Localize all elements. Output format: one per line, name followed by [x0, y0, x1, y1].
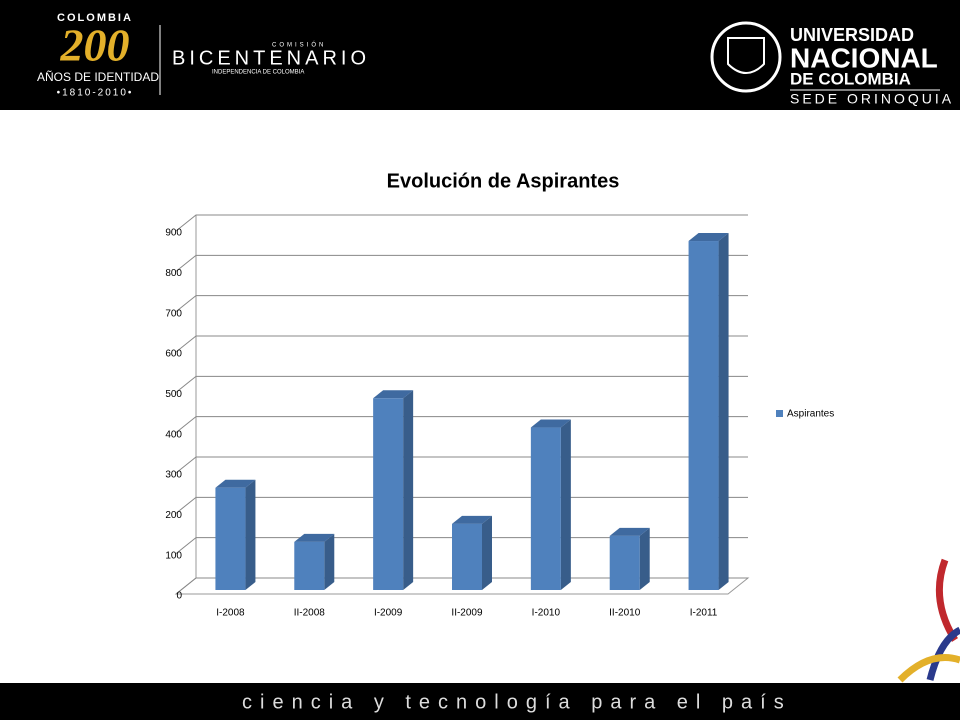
y-tick-label: 800 [165, 268, 182, 279]
decoration [897, 558, 960, 683]
bar-top [373, 390, 414, 399]
university-line3: DE COLOMBIA [790, 69, 911, 88]
chart-title: Evolución de Aspirantes [387, 170, 620, 192]
x-tick-label: I-2008 [216, 608, 245, 619]
grid-line [175, 416, 748, 434]
bar-top [609, 527, 650, 536]
grid-line [175, 335, 748, 353]
bar-top [688, 233, 729, 242]
x-tick-label: II-2009 [451, 608, 483, 619]
y-tick-label: 300 [165, 470, 182, 481]
grid-line [175, 295, 748, 313]
y-tick-label: 500 [165, 389, 182, 400]
bar-side [718, 233, 729, 591]
x-tick-label: I-2009 [374, 608, 403, 619]
university-line1: UNIVERSIDAD [790, 25, 914, 45]
grid-line [175, 456, 748, 474]
bar [452, 523, 482, 590]
y-tick-label: 0 [176, 591, 182, 602]
bar-side [560, 419, 571, 590]
footer-bar [0, 683, 960, 720]
university-campus: SEDE ORINOQUIA [790, 91, 954, 107]
logo-subtitle: AÑOS DE IDENTIDAD [37, 70, 159, 84]
bar [294, 541, 325, 590]
bar [215, 487, 246, 590]
chart: 0 100 200 300 400 500 600 700 800 900 I-2008 II-200… [165, 214, 834, 619]
x-tick-label: I-2011 [690, 608, 718, 619]
crest [710, 21, 782, 93]
bar [688, 241, 719, 591]
bar-top [530, 419, 571, 428]
logo-years: •1810-2010• [57, 88, 134, 99]
y-tick-label: 600 [165, 349, 182, 360]
bar-side [245, 479, 256, 590]
y-tick-label: 100 [165, 550, 182, 561]
university-line2: NACIONAL [790, 42, 938, 73]
legend-label: Aspirantes [787, 409, 834, 420]
bar-top [294, 533, 335, 542]
bar-top [452, 515, 492, 524]
commission-name: BICENTENARIO [172, 47, 370, 69]
legend-swatch [776, 410, 783, 417]
bar-side [324, 533, 335, 590]
y-tick-label: 900 [165, 228, 182, 239]
footer-slogan: ciencia y tecnología para el país [242, 691, 792, 713]
grid-line [175, 254, 748, 272]
bar-side [639, 527, 650, 590]
y-tick-label: 700 [165, 308, 182, 319]
commission-label: COMISIÓN [272, 42, 326, 49]
grid-line [175, 496, 748, 514]
bar-side [403, 390, 414, 590]
y-tick-label: 400 [165, 429, 182, 440]
bar [609, 535, 640, 590]
logo-country: COLOMBIA [57, 12, 133, 24]
x-tick-label: II-2008 [294, 608, 326, 619]
x-tick-label: II-2010 [609, 608, 641, 619]
y-tick-label: 200 [165, 510, 182, 521]
commission-subtitle: INDEPENDENCIA DE COLOMBIA [212, 70, 304, 76]
bar [373, 398, 404, 590]
grid-line [175, 375, 748, 393]
bar-side [482, 515, 492, 590]
bar-top [215, 479, 256, 488]
grid-line [175, 214, 748, 232]
bar [530, 427, 561, 590]
x-tick-label: I-2010 [532, 608, 561, 619]
logo-number: 200 [60, 20, 130, 71]
